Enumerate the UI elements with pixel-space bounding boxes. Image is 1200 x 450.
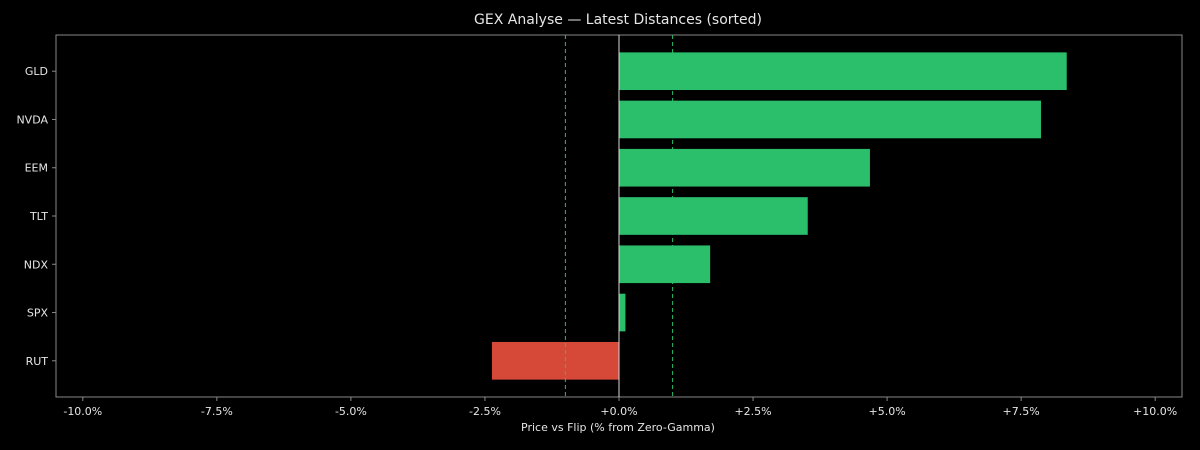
bar-tlt: [619, 197, 808, 235]
x-tick-label: +5.0%: [869, 405, 906, 418]
x-tick-label: -2.5%: [469, 405, 501, 418]
chart-title: GEX Analyse — Latest Distances (sorted): [474, 12, 762, 28]
bars: [491, 52, 1067, 380]
x-tick-label: -10.0%: [63, 405, 102, 418]
y-tick-label-nvda: NVDA: [16, 113, 48, 126]
y-tick-label-eem: EEM: [25, 162, 48, 175]
x-axis: -10.0% -7.5% -5.0% -2.5% +0.0% +2.5% +5.0% +7.5…: [63, 397, 1177, 418]
x-tick-label: -5.0%: [335, 405, 367, 418]
bar-rut: [491, 341, 619, 380]
bar-ndx: [619, 245, 711, 284]
x-axis-label: Price vs Flip (% from Zero-Gamma): [521, 421, 715, 434]
y-tick-label-gld: GLD: [25, 65, 48, 78]
bar-eem: [619, 148, 870, 187]
y-tick-label-rut: RUT: [26, 355, 49, 368]
x-tick-label: -7.5%: [201, 405, 233, 418]
y-axis: GLD NVDA EEM TLT NDX SPX RUT: [16, 65, 56, 368]
bar-gld: [619, 52, 1067, 91]
x-tick-label: +0.0%: [600, 405, 637, 418]
y-tick-label-tlt: TLT: [29, 210, 48, 223]
y-tick-label-ndx: NDX: [24, 258, 49, 271]
bar-spx: [619, 293, 626, 332]
y-tick-label-spx: SPX: [27, 307, 49, 320]
reference-lines: [564, 35, 674, 397]
x-tick-label: +2.5%: [734, 405, 771, 418]
x-tick-label: +10.0%: [1133, 405, 1177, 418]
bar-nvda: [619, 100, 1041, 139]
x-tick-label: +7.5%: [1003, 405, 1040, 418]
